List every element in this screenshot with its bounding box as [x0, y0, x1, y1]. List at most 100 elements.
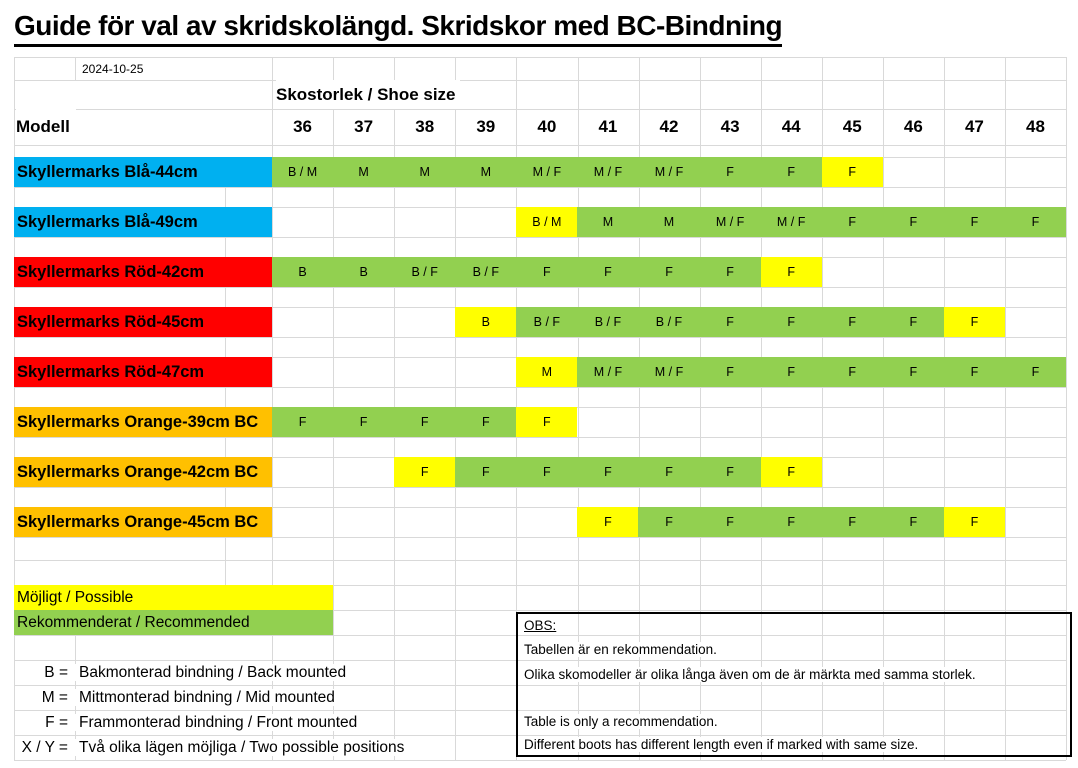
key-description: Mittmonterad bindning / Mid mounted	[75, 685, 339, 710]
binding-cell: F	[516, 407, 578, 437]
binding-cell	[883, 157, 944, 187]
binding-cell: F	[882, 207, 944, 237]
binding-cell: F	[882, 357, 944, 387]
binding-cell: F	[821, 207, 883, 237]
binding-cell	[944, 457, 1005, 487]
binding-cell: F	[699, 457, 761, 487]
size-column-header: 40	[537, 117, 557, 136]
binding-cell: B / M	[272, 157, 334, 187]
size-column-header: 41	[598, 117, 618, 136]
table-row: Skyllermarks Orange-42cm BC F F F F F F F	[14, 457, 1066, 487]
binding-cell: F	[943, 207, 1005, 237]
binding-cell: B / F	[455, 257, 517, 287]
binding-cell	[272, 207, 333, 237]
size-column-header: 44	[781, 117, 801, 136]
key-description: Två olika lägen möjliga / Two possible p…	[75, 735, 409, 760]
key-description: Bakmonterad bindning / Back mounted	[75, 660, 351, 685]
key-description-text: Bakmonterad bindning / Back mounted	[75, 664, 351, 681]
obs-line: Olika skomodeller är olika långa även om…	[518, 662, 1070, 687]
key-description: Frammonterad bindning / Front mounted	[75, 710, 362, 735]
binding-cell	[272, 307, 333, 337]
binding-cell: F	[699, 257, 761, 287]
size-column-header: 45	[842, 117, 862, 136]
binding-cell: F	[455, 457, 517, 487]
binding-cell	[333, 457, 394, 487]
binding-cell	[638, 407, 699, 437]
binding-cell: F	[699, 157, 761, 187]
obs-line	[518, 687, 1070, 709]
binding-cell: F	[760, 357, 822, 387]
binding-cell	[577, 407, 638, 437]
obs-line-text: Olika skomodeller är olika långa även om…	[521, 667, 979, 682]
obs-line-text: Table is only a recommendation.	[521, 714, 721, 729]
binding-cell: M	[577, 207, 639, 237]
key-row: M = Mittmonterad bindning / Mid mounted	[14, 685, 339, 710]
binding-cell: B	[272, 257, 334, 287]
key-description-text: Två olika lägen möjliga / Two possible p…	[75, 739, 409, 756]
binding-cell: F	[760, 157, 822, 187]
binding-cell: B / F	[577, 307, 639, 337]
binding-cell: F	[943, 307, 1005, 337]
binding-cell: M	[455, 157, 517, 187]
binding-cell	[272, 357, 333, 387]
binding-cell: M / F	[699, 207, 761, 237]
binding-cell: M	[394, 157, 456, 187]
binding-cell: F	[455, 407, 517, 437]
binding-cell	[455, 207, 516, 237]
binding-cell	[516, 507, 577, 537]
size-column-header: 47	[964, 117, 984, 136]
key-row: B = Bakmonterad bindning / Back mounted	[14, 660, 351, 685]
key-symbol: B =	[44, 664, 68, 681]
binding-cell: F	[760, 307, 822, 337]
key-symbol: F =	[45, 714, 68, 731]
model-label: Skyllermarks Blå-44cm	[14, 157, 272, 187]
page-title: Guide för val av skridskolängd. Skridsko…	[14, 10, 783, 47]
key-description-text: Mittmonterad bindning / Mid mounted	[75, 689, 339, 706]
binding-cell	[883, 407, 944, 437]
binding-cell: B / F	[638, 307, 700, 337]
binding-cell: F	[577, 257, 639, 287]
binding-cell	[700, 407, 761, 437]
binding-cell: F	[516, 257, 578, 287]
binding-cell: F	[943, 507, 1005, 537]
model-label: Skyllermarks Röd-42cm	[14, 257, 272, 287]
binding-cell: F	[699, 307, 761, 337]
binding-cell	[394, 207, 455, 237]
binding-cell	[1005, 507, 1066, 537]
binding-cell	[1005, 157, 1066, 187]
key-row: F = Frammonterad bindning / Front mounted	[14, 710, 362, 735]
binding-cell: F	[638, 257, 700, 287]
legend-item: Rekommenderat / Recommended	[14, 610, 333, 635]
key-symbol: M =	[41, 689, 68, 706]
binding-cell	[883, 457, 944, 487]
model-label: Skyllermarks Orange-42cm BC	[14, 457, 272, 487]
binding-cell: M	[516, 357, 578, 387]
binding-cell	[272, 507, 333, 537]
binding-cell: F	[394, 457, 456, 487]
binding-cell: F	[760, 257, 822, 287]
binding-cell: F	[638, 457, 700, 487]
model-label: Skyllermarks Röd-47cm	[14, 357, 272, 387]
binding-cell	[272, 457, 333, 487]
binding-cell	[761, 407, 822, 437]
size-column-header: 36	[293, 117, 312, 136]
binding-cell: F	[516, 457, 578, 487]
binding-cell: B / M	[516, 207, 578, 237]
binding-cell	[333, 307, 394, 337]
binding-cell	[1005, 457, 1066, 487]
binding-cell	[822, 457, 883, 487]
binding-cell	[883, 257, 944, 287]
binding-cell	[333, 207, 394, 237]
binding-cell: F	[943, 357, 1005, 387]
binding-cell: F	[638, 507, 700, 537]
binding-cell: F	[699, 507, 761, 537]
